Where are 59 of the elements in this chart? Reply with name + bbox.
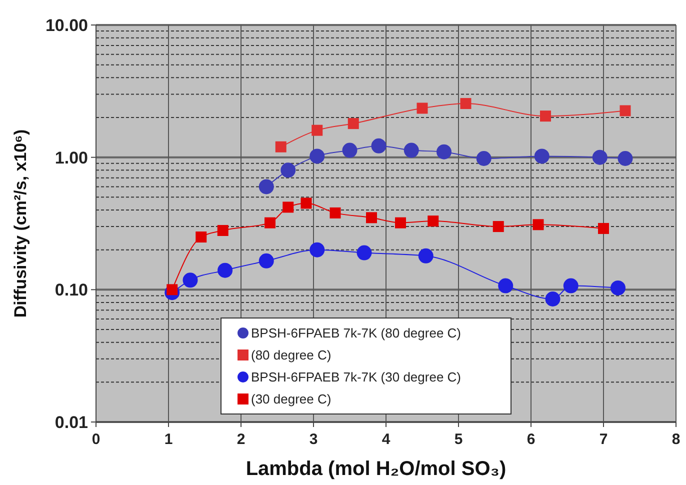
point	[196, 232, 207, 243]
point	[563, 278, 578, 294]
point	[310, 242, 325, 258]
point	[460, 98, 472, 110]
point	[217, 224, 228, 236]
point	[618, 150, 633, 166]
y-tick-label: 0.10	[54, 280, 88, 300]
point	[598, 222, 609, 234]
legend-label: BPSH-6FPAEB 7k-7K (80 degree C)	[251, 326, 462, 341]
point	[312, 124, 323, 136]
point	[532, 219, 544, 230]
x-tick-label: 5	[454, 431, 463, 448]
point	[342, 142, 358, 158]
point	[498, 278, 514, 294]
point	[620, 105, 631, 116]
legend-label: (30 degree C)	[251, 392, 332, 407]
point	[356, 245, 372, 260]
legend-label: (80 degree C)	[251, 348, 332, 363]
point	[416, 102, 428, 114]
point	[218, 262, 233, 278]
point	[264, 217, 276, 228]
point	[330, 207, 341, 218]
x-tick-label: 4	[382, 431, 391, 448]
x-tick-label: 7	[599, 431, 608, 448]
point	[436, 144, 452, 160]
point	[275, 141, 286, 152]
point	[280, 162, 296, 178]
point	[428, 216, 439, 227]
point	[540, 110, 551, 122]
point	[310, 148, 325, 164]
point	[282, 202, 294, 213]
y-tick-label: 10.00	[45, 16, 88, 35]
point	[404, 142, 419, 158]
point	[371, 138, 386, 154]
y-axis-title: Diffusivity (cm²/s, x10⁶)	[11, 129, 30, 318]
point	[366, 212, 377, 224]
x-tick-label: 2	[236, 431, 246, 448]
point	[545, 292, 560, 307]
y-tick-label: 1.00	[54, 148, 88, 168]
x-tick-label: 1	[164, 431, 173, 448]
point	[395, 217, 406, 228]
point	[592, 150, 608, 165]
point	[534, 148, 550, 164]
legend-label: BPSH-6FPAEB 7k-7K (30 degree C)	[251, 370, 462, 385]
x-tick-label: 6	[526, 431, 536, 448]
point	[182, 272, 198, 288]
x-axis-title: Lambda (mol H₂O/mol SO₃)	[246, 458, 506, 480]
point	[492, 221, 504, 232]
x-tick-label: 0	[92, 431, 100, 448]
point	[348, 118, 359, 130]
x-tick-label: 8	[672, 431, 680, 448]
point	[476, 150, 492, 166]
point	[418, 248, 434, 264]
x-tick-label: 3	[309, 431, 318, 448]
y-tick-label: 0.01	[54, 412, 88, 432]
point	[300, 198, 312, 209]
point	[258, 179, 274, 194]
point	[610, 280, 626, 296]
point	[258, 253, 274, 268]
